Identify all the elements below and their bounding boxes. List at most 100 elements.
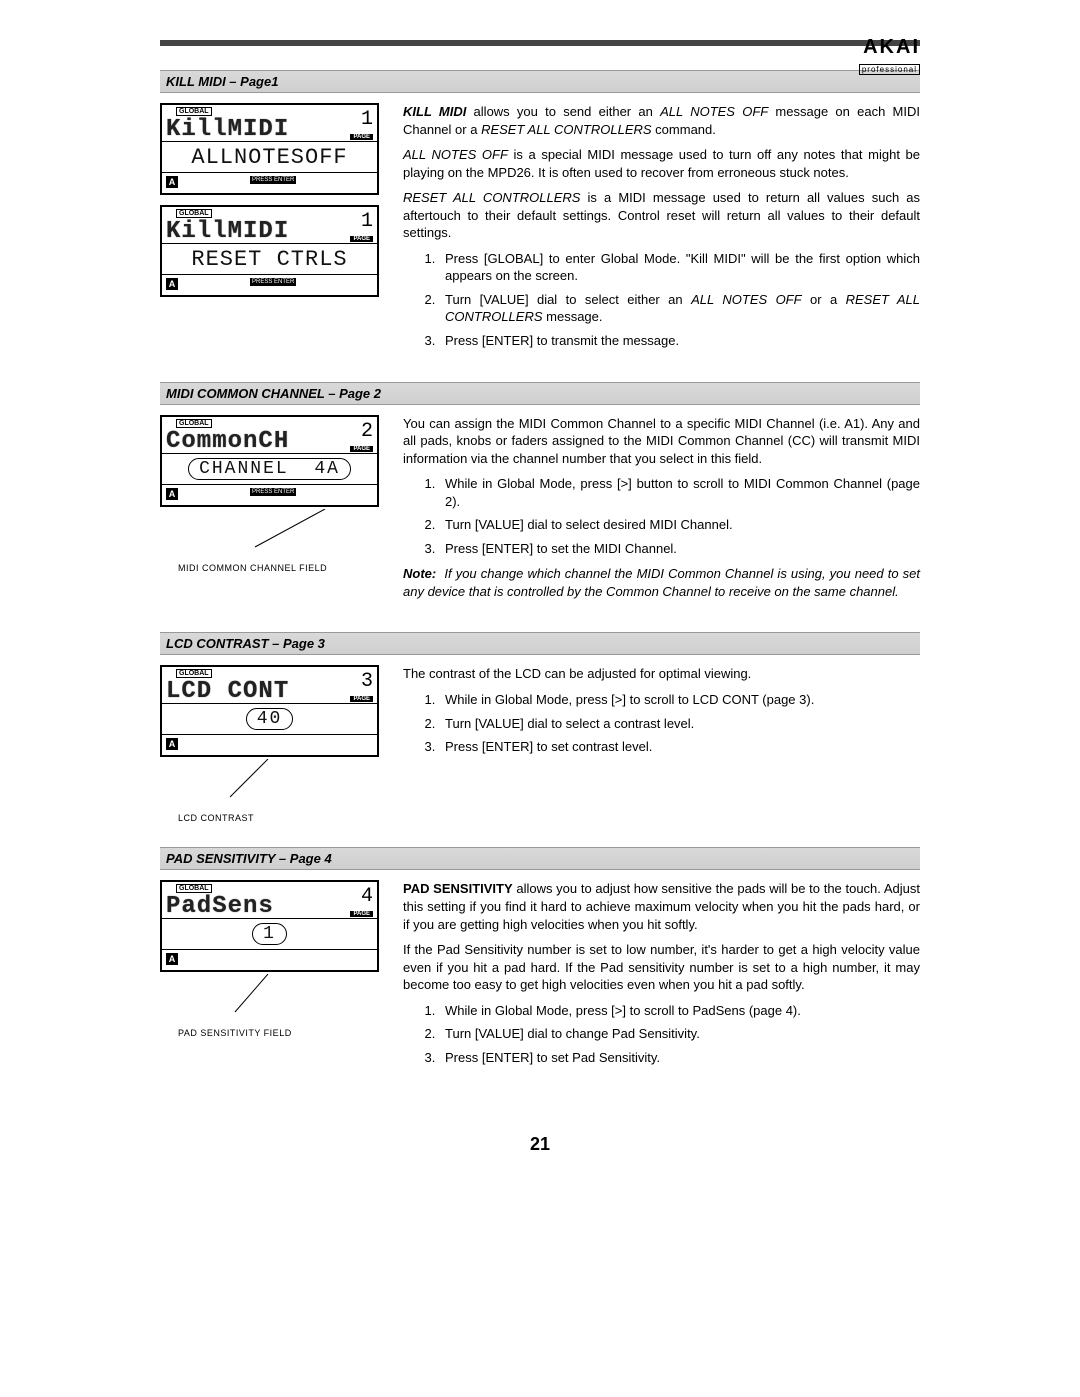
tag-press-enter: PRESS ENTER	[250, 488, 296, 496]
lcd-pad-sens: GLOBAL PadSens 4 PAGE 1 A	[160, 880, 379, 972]
step: While in Global Mode, press [>] to scrol…	[439, 691, 920, 709]
tag-page: PAGE	[350, 696, 373, 702]
lcd-page-num: 3	[361, 670, 373, 693]
section-lcd-contrast: GLOBAL LCD CONT 3 PAGE 40 A LCD CONTRAST…	[160, 665, 920, 823]
tag-global: GLOBAL	[176, 669, 212, 678]
note-body: If you change which channel the MIDI Com…	[403, 566, 920, 599]
kill-midi-lcd-col: GLOBAL KillMIDI 1 PAGE ALLNOTESOFF A PRE…	[160, 103, 385, 307]
callout-line	[160, 982, 375, 1022]
section-header-pad-sens: PAD SENSITIVITY – Page 4	[160, 847, 920, 870]
lcd-kill-midi-2: GLOBAL KillMIDI 1 PAGE RESET CTRLS A PRE…	[160, 205, 379, 297]
text: message.	[543, 309, 603, 324]
tag-global: GLOBAL	[176, 209, 212, 218]
section-header-lcd-contrast: LCD CONTRAST – Page 3	[160, 632, 920, 655]
section-header-kill-midi: KILL MIDI – Page1	[160, 70, 920, 93]
lcd-value: CHANNEL 4A	[162, 454, 377, 485]
term: ALL NOTES OFF	[403, 147, 508, 162]
text: allows you to send either an	[466, 104, 660, 119]
step: Press [ENTER] to set contrast level.	[439, 738, 920, 756]
term: ALL NOTES OFF	[691, 292, 802, 307]
lcd-page-num: 2	[361, 420, 373, 443]
tag-a: A	[166, 488, 178, 500]
term: RESET ALL CONTROLLERS	[403, 190, 580, 205]
step: While in Global Mode, press [>] to scrol…	[439, 1002, 920, 1020]
tag-press-enter: PRESS ENTER	[250, 278, 296, 286]
section-kill-midi: GLOBAL KillMIDI 1 PAGE ALLNOTESOFF A PRE…	[160, 103, 920, 358]
lcd-page-num: 4	[361, 885, 373, 908]
tag-a: A	[166, 278, 178, 290]
step: Turn [VALUE] dial to select a contrast l…	[439, 715, 920, 733]
note: Note: Note: If you change which channel …	[403, 565, 920, 600]
lcd-title: KillMIDI	[166, 116, 289, 143]
tag-page: PAGE	[350, 134, 373, 140]
section-pad-sens: GLOBAL PadSens 4 PAGE 1 A PAD SENSITIVIT…	[160, 880, 920, 1074]
page-number: 21	[160, 1134, 920, 1155]
steps-midi-common: While in Global Mode, press [>] button t…	[403, 475, 920, 557]
step: Press [GLOBAL] to enter Global Mode. "Ki…	[439, 250, 920, 285]
tag-press-enter: PRESS ENTER	[250, 176, 296, 184]
lcd-midi-common: GLOBAL CommonCH 2 PAGE CHANNEL 4A A PRES…	[160, 415, 379, 507]
term: ALL NOTES OFF	[660, 104, 768, 119]
tag-global: GLOBAL	[176, 419, 212, 428]
brand-logo: AKAI professional	[859, 36, 920, 77]
step: Press [ENTER] to set Pad Sensitivity.	[439, 1049, 920, 1067]
term: RESET ALL CONTROLLERS	[481, 122, 652, 137]
lcd-value: 1	[162, 919, 377, 950]
lcd-title: KillMIDI	[166, 218, 289, 245]
lcd-mid-val: 40	[246, 708, 294, 730]
lcd-page-num: 1	[361, 210, 373, 233]
pad-sens-text: PAD SENSITIVITY allows you to adjust how…	[403, 880, 920, 1074]
tag-page: PAGE	[350, 911, 373, 917]
caption-lcd-contrast: LCD CONTRAST	[160, 813, 385, 823]
lcd-page-num: 1	[361, 108, 373, 131]
step: Turn [VALUE] dial to change Pad Sensitiv…	[439, 1025, 920, 1043]
brand-sub: professional	[859, 64, 920, 75]
callout-line	[160, 517, 375, 557]
text: Turn [VALUE] dial to select either an	[445, 292, 691, 307]
text: or a	[802, 292, 846, 307]
step: Turn [VALUE] dial to select either an AL…	[439, 291, 920, 326]
lcd-mid-val: 4A	[314, 459, 340, 479]
lcd-contrast-lcd-col: GLOBAL LCD CONT 3 PAGE 40 A LCD CONTRAST	[160, 665, 385, 823]
para: You can assign the MIDI Common Channel t…	[403, 415, 920, 468]
caption-pad-sens: PAD SENSITIVITY FIELD	[160, 1028, 385, 1038]
lcd-title: PadSens	[166, 893, 274, 920]
tag-a: A	[166, 738, 178, 750]
lcd-title: LCD CONT	[166, 678, 289, 705]
para: If the Pad Sensitivity number is set to …	[403, 941, 920, 994]
lcd-kill-midi-1: GLOBAL KillMIDI 1 PAGE ALLNOTESOFF A PRE…	[160, 103, 379, 195]
section-header-midi-common: MIDI COMMON CHANNEL – Page 2	[160, 382, 920, 405]
pad-sens-lcd-col: GLOBAL PadSens 4 PAGE 1 A PAD SENSITIVIT…	[160, 880, 385, 1038]
step: While in Global Mode, press [>] button t…	[439, 475, 920, 510]
manual-page: AKAI professional KILL MIDI – Page1 GLOB…	[160, 40, 920, 1155]
lcd-mid-val: 1	[252, 923, 287, 945]
lcd-value: RESET CTRLS	[162, 244, 377, 275]
steps-pad-sens: While in Global Mode, press [>] to scrol…	[403, 1002, 920, 1067]
tag-page: PAGE	[350, 236, 373, 242]
steps-kill-midi: Press [GLOBAL] to enter Global Mode. "Ki…	[403, 250, 920, 350]
caption-midi-common: MIDI COMMON CHANNEL FIELD	[160, 563, 385, 573]
section-midi-common: GLOBAL CommonCH 2 PAGE CHANNEL 4A A PRES…	[160, 415, 920, 609]
tag-a: A	[166, 176, 178, 188]
lcd-value: ALLNOTESOFF	[162, 142, 377, 173]
lcd-mid-label: CHANNEL	[199, 459, 289, 479]
midi-common-text: You can assign the MIDI Common Channel t…	[403, 415, 920, 609]
term-pad-sens: PAD SENSITIVITY	[403, 881, 513, 896]
kill-midi-text: KILL MIDI allows you to send either an A…	[403, 103, 920, 358]
tag-global: GLOBAL	[176, 107, 212, 116]
midi-common-lcd-col: GLOBAL CommonCH 2 PAGE CHANNEL 4A A PRES…	[160, 415, 385, 573]
lcd-value: 40	[162, 704, 377, 735]
step: Press [ENTER] to transmit the message.	[439, 332, 920, 350]
step: Turn [VALUE] dial to select desired MIDI…	[439, 516, 920, 534]
lcd-contrast-panel: GLOBAL LCD CONT 3 PAGE 40 A	[160, 665, 379, 757]
text: command.	[652, 122, 716, 137]
lcd-contrast-text: The contrast of the LCD can be adjusted …	[403, 665, 920, 763]
step: Press [ENTER] to set the MIDI Channel.	[439, 540, 920, 558]
tag-page: PAGE	[350, 446, 373, 452]
lcd-title: CommonCH	[166, 428, 289, 455]
term-kill-midi: KILL MIDI	[403, 104, 466, 119]
tag-a: A	[166, 953, 178, 965]
brand-main: AKAI	[859, 36, 920, 59]
top-rule	[160, 40, 920, 46]
callout-line	[160, 767, 375, 807]
